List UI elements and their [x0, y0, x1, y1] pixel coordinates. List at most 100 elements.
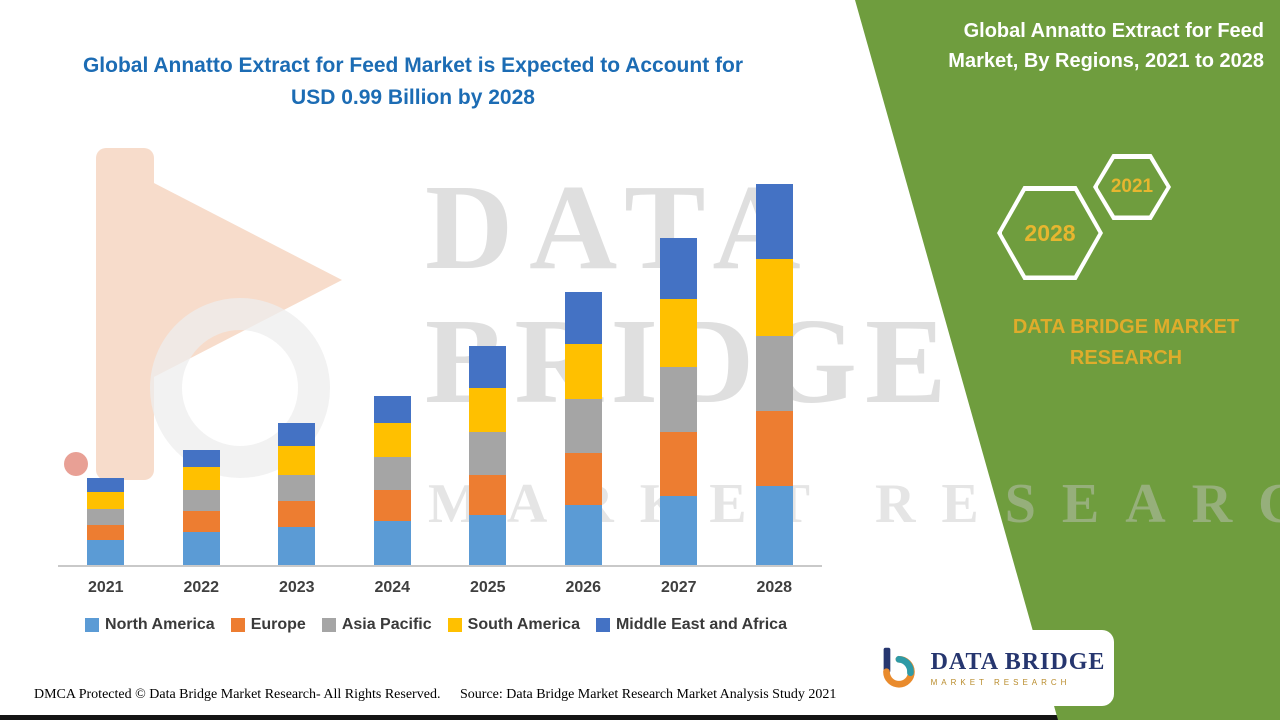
hexagon-outline: 2021	[1093, 154, 1171, 220]
legend-swatch	[321, 618, 336, 632]
x-tick-label: 2028	[756, 579, 793, 596]
stacked-bar-chart: 2021 2022 2023 2024 2025 2026 2027 2028	[58, 168, 822, 597]
logo-subtitle: MARKET RESEARCH	[930, 678, 1071, 687]
bar-segment	[469, 432, 507, 475]
hexagon-badge-2028: 2028	[997, 186, 1103, 280]
bottom-border-line	[0, 715, 1280, 720]
bar-segment	[373, 395, 411, 423]
bar-segment	[755, 183, 793, 259]
bar-segment	[87, 491, 125, 510]
bar-column	[345, 395, 441, 565]
bar-segment	[373, 422, 411, 458]
bar-segment	[87, 539, 125, 565]
bar-column	[631, 237, 727, 565]
x-axis-line	[58, 565, 822, 567]
stacked-bar	[278, 422, 316, 565]
bar-segment	[755, 335, 793, 412]
bar-segment	[660, 237, 698, 300]
bar-segment	[182, 489, 220, 512]
legend-item: Europe	[230, 616, 306, 634]
bar-segment	[755, 258, 793, 336]
brand-name-text: DATA BRIDGE MARKET RESEARCH	[1012, 316, 1240, 369]
legend-item: North America	[85, 616, 215, 634]
bar-segment	[278, 422, 316, 446]
x-tick-label: 2022	[183, 579, 220, 596]
x-tick-label: 2025	[469, 579, 506, 596]
legend-label: North America	[105, 616, 215, 633]
panel-title: Global Annatto Extract for Feed Market, …	[948, 20, 1264, 72]
bar-column	[154, 449, 250, 565]
x-tick-label: 2023	[278, 579, 315, 596]
bar-segment	[660, 432, 698, 496]
bar-column	[249, 422, 345, 565]
bar-segment	[373, 489, 411, 521]
data-bridge-logo: DATA BRIDGE MARKET RESEARCH	[866, 630, 1114, 706]
stacked-bar	[755, 183, 793, 565]
bar-segment	[469, 474, 507, 515]
bar-segment	[564, 343, 602, 400]
bar-segment	[182, 449, 220, 467]
stacked-bar	[564, 291, 602, 565]
bar-segment	[755, 411, 793, 487]
stacked-bar	[182, 449, 220, 565]
bar-segment	[469, 514, 507, 565]
data-bridge-logo-icon	[875, 643, 921, 694]
hexagon-year-label: 2028	[1024, 219, 1076, 246]
bar-column	[440, 345, 536, 565]
bar-segment	[564, 453, 602, 506]
hexagon-badge-2021: 2021	[1093, 154, 1171, 220]
bar-segment	[564, 291, 602, 344]
bar-segment	[469, 387, 507, 433]
stacked-bar	[373, 395, 411, 565]
stacked-bar	[660, 237, 698, 565]
legend-label: Asia Pacific	[341, 616, 432, 633]
source-note: Source: Data Bridge Market Research Mark…	[460, 687, 837, 702]
x-tick-label: 2021	[87, 579, 124, 596]
legend-swatch	[85, 618, 100, 632]
legend-item: South America	[447, 616, 580, 634]
x-tick-label: 2027	[660, 579, 697, 596]
bar-segment	[660, 299, 698, 367]
bar-segment	[278, 501, 316, 527]
x-axis-labels: 2021 2022 2023 2024 2025 2026 2027 2028	[58, 579, 822, 597]
legend-item: Middle East and Africa	[595, 616, 787, 634]
bar-segment	[564, 399, 602, 454]
bar-segment	[373, 457, 411, 490]
chart-title: Global Annatto Extract for Feed Market i…	[82, 54, 744, 109]
legend-swatch	[595, 618, 610, 632]
legend-swatch	[447, 618, 462, 632]
bar-column	[536, 291, 632, 565]
bar-segment	[182, 466, 220, 490]
hexagon-year-label: 2021	[1110, 176, 1154, 197]
x-tick-label: 2026	[565, 579, 602, 596]
chart-legend: North America Europe Asia Pacific South Ame…	[36, 616, 836, 634]
bar-column	[58, 478, 154, 565]
bars-row	[58, 168, 822, 565]
bar-segment	[87, 524, 125, 540]
bar-segment	[564, 505, 602, 565]
bar-segment	[278, 526, 316, 565]
bar-segment	[373, 520, 411, 565]
bar-segment	[87, 509, 125, 525]
x-tick-label: 2024	[374, 579, 411, 596]
watermark-logo-dot	[64, 452, 88, 476]
bar-segment	[660, 495, 698, 565]
logo-wordmark: DATA BRIDGE	[930, 649, 1106, 675]
legend-swatch	[230, 618, 245, 632]
stacked-bar	[87, 478, 125, 565]
legend-label: Middle East and Africa	[615, 616, 787, 633]
bar-segment	[278, 474, 316, 502]
bar-segment	[278, 445, 316, 475]
bar-column	[727, 183, 823, 565]
legend-label: Europe	[250, 616, 306, 633]
bar-segment	[660, 366, 698, 433]
bar-segment	[182, 532, 220, 565]
bar-segment	[87, 478, 125, 492]
dmca-notice: DMCA Protected © Data Bridge Market Rese…	[34, 687, 441, 702]
bar-segment	[755, 486, 793, 565]
bar-segment	[182, 511, 220, 533]
hexagon-outline: 2028	[997, 186, 1103, 280]
legend-label: South America	[467, 616, 580, 633]
bar-segment	[469, 345, 507, 388]
